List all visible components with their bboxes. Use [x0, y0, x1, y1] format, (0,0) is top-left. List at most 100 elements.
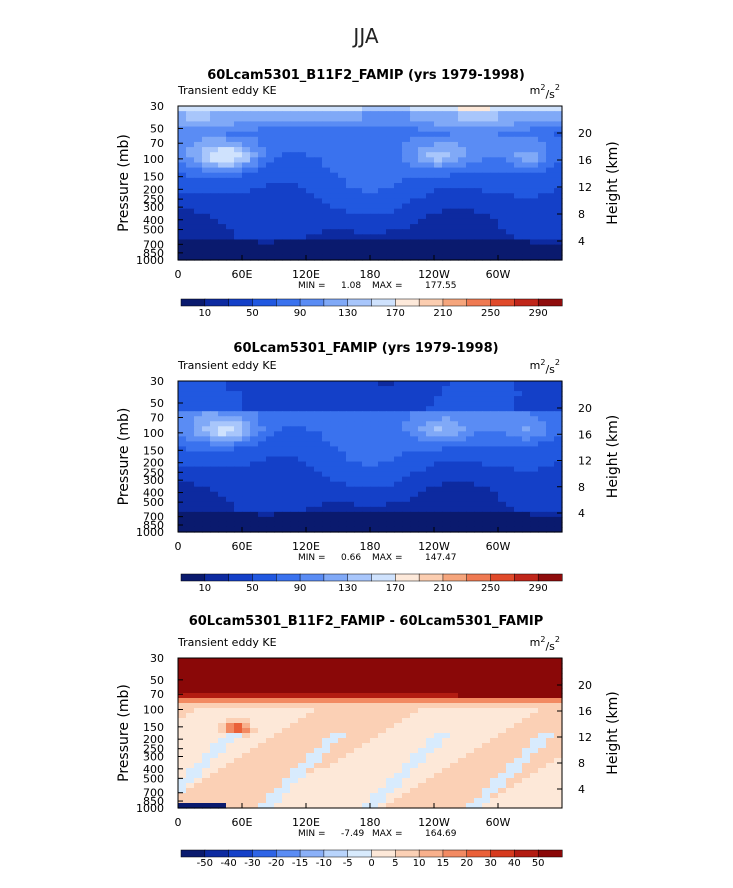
- field-cell: [442, 461, 451, 468]
- field-cell: [434, 516, 443, 523]
- field-cell: [474, 476, 483, 483]
- field-cell: [274, 177, 283, 184]
- field-cell: [498, 763, 507, 769]
- field-cell: [290, 753, 299, 759]
- field-cell: [450, 426, 459, 432]
- field-cell: [466, 213, 475, 220]
- field-cell: [538, 193, 547, 199]
- field-cell: [194, 162, 203, 169]
- field-cell: [530, 673, 539, 679]
- field-cell: [210, 244, 219, 251]
- field-cell: [378, 193, 387, 199]
- field-cell: [538, 116, 547, 122]
- field-cell: [290, 401, 299, 407]
- field-cell: [466, 136, 475, 143]
- field-cell: [458, 239, 467, 246]
- field-cell: [546, 152, 555, 158]
- field-cell: [402, 673, 411, 679]
- field-cell: [394, 753, 403, 759]
- field-cell: [346, 224, 355, 230]
- field-cell: [482, 451, 491, 458]
- field-cell: [466, 526, 475, 533]
- field-cell: [330, 526, 339, 533]
- field-cell: [386, 136, 395, 143]
- field-cell: [258, 152, 267, 158]
- field-cell: [546, 141, 555, 148]
- field-cell: [474, 678, 483, 684]
- field-cell: [386, 753, 395, 759]
- field-cell: [482, 188, 491, 194]
- field-cell: [186, 526, 195, 533]
- field-cell: [546, 798, 555, 804]
- min-label: MIN =: [298, 281, 326, 291]
- field-cell: [314, 798, 323, 804]
- field-cell: [498, 229, 507, 235]
- field-cell: [346, 386, 355, 392]
- field-cell: [426, 461, 435, 468]
- field-cell: [378, 244, 387, 251]
- colorbar-label: -10: [316, 858, 332, 869]
- field-cell: [322, 758, 331, 764]
- field-cell: [234, 803, 243, 809]
- field-cell: [218, 426, 227, 432]
- field-cell: [466, 141, 475, 148]
- field-cell: [314, 218, 323, 225]
- field-cell: [226, 501, 235, 508]
- field-cell: [186, 244, 195, 251]
- field-cell: [330, 798, 339, 804]
- field-cell: [434, 803, 443, 809]
- field-cell: [234, 131, 243, 138]
- field-cell: [362, 244, 371, 251]
- field-cell: [202, 688, 211, 694]
- field-cell: [378, 167, 387, 174]
- colorbar: [180, 849, 563, 858]
- field-cell: [218, 456, 227, 463]
- field-cell: [434, 461, 443, 468]
- field-cell: [402, 441, 411, 448]
- field-cell: [482, 526, 491, 533]
- field-cell: [402, 406, 411, 412]
- field-cell: [514, 798, 523, 804]
- colorbar-label: 10: [198, 308, 211, 319]
- field-cell: [258, 381, 267, 387]
- field-cell: [274, 239, 283, 246]
- field-cell: [218, 733, 227, 739]
- field-cell: [554, 213, 563, 220]
- field-cell: [218, 521, 227, 528]
- field-cell: [298, 688, 307, 694]
- field-cell: [346, 788, 355, 794]
- field-cell: [306, 521, 315, 528]
- colorbar-swatch: [537, 298, 563, 307]
- field-cell: [274, 126, 283, 133]
- field-cell: [274, 381, 283, 387]
- field-cell: [458, 147, 467, 153]
- field-cell: [202, 381, 211, 387]
- field-cell: [402, 167, 411, 174]
- field-cell: [554, 131, 563, 138]
- y-tick-label: 700: [143, 238, 164, 251]
- field-cell: [234, 683, 243, 689]
- field-cell: [386, 126, 395, 133]
- field-cell: [458, 249, 467, 256]
- field-cell: [258, 693, 267, 699]
- field-cell: [546, 436, 555, 442]
- field-cell: [370, 788, 379, 794]
- field-cell: [418, 121, 427, 128]
- field-cell: [354, 521, 363, 528]
- field-cell: [490, 798, 499, 804]
- field-cell: [386, 778, 395, 784]
- field-cell: [202, 678, 211, 684]
- field-cell: [274, 416, 283, 422]
- colorbar-swatch: [347, 849, 373, 858]
- field-cell: [474, 198, 483, 205]
- field-cell: [282, 758, 291, 764]
- field-cell: [378, 733, 387, 739]
- field-cell: [394, 743, 403, 749]
- field-cell: [370, 183, 379, 189]
- field-cell: [354, 688, 363, 694]
- field-cell: [394, 728, 403, 734]
- field-cell: [450, 157, 459, 164]
- field-cell: [466, 121, 475, 128]
- field-cell: [370, 218, 379, 225]
- panel-variable-label: Transient eddy KE: [177, 636, 277, 649]
